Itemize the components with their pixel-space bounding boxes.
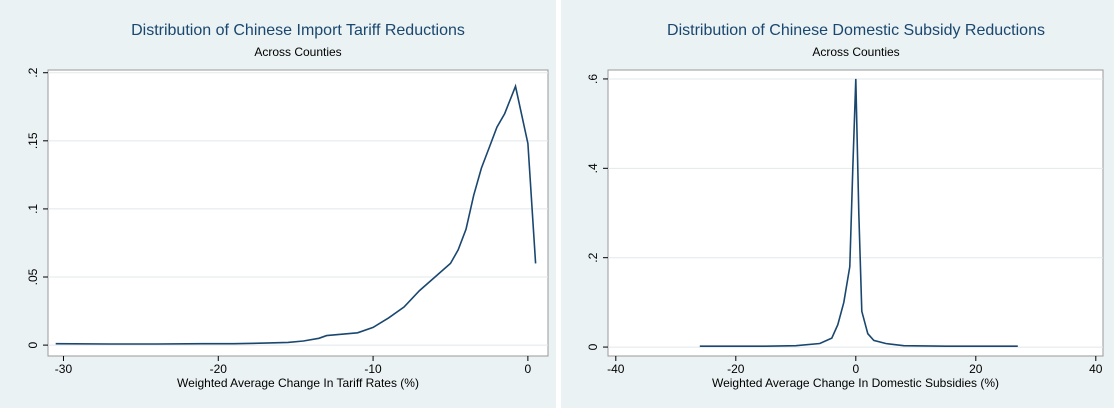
plot-area <box>607 69 1104 357</box>
x-axis-label: Weighted Average Change In Domestic Subs… <box>712 376 999 390</box>
x-axis-label: Weighted Average Change In Tariff Rates … <box>177 376 419 390</box>
subtitle: Across Counties <box>812 45 899 59</box>
x-tick-label: 0 <box>852 362 859 376</box>
plot-area <box>47 69 549 357</box>
x-tick-label: -20 <box>210 362 228 376</box>
y-tick-label: .6 <box>586 74 600 84</box>
subtitle: Across Counties <box>254 45 341 59</box>
y-tick-label: 0 <box>26 341 40 348</box>
title: Distribution of Chinese Import Tariff Re… <box>131 22 465 39</box>
y-tick-label: 0 <box>586 343 600 350</box>
x-tick-label: -40 <box>607 362 625 376</box>
y-tick-label: .4 <box>586 163 600 173</box>
density-line <box>699 78 1018 348</box>
x-tick-label: 20 <box>969 362 983 376</box>
x-tick-label: 40 <box>1089 362 1103 376</box>
density-line <box>55 83 537 345</box>
y-tick-label: .1 <box>26 204 40 214</box>
y-tick-label: .2 <box>26 67 40 77</box>
y-tick-label: .05 <box>26 268 40 285</box>
x-tick-label: 0 <box>525 362 532 376</box>
x-tick-label: -20 <box>727 362 745 376</box>
title: Distribution of Chinese Domestic Subsidy… <box>667 22 1045 39</box>
x-tick-label: -10 <box>364 362 382 376</box>
x-tick-label: -30 <box>55 362 73 376</box>
y-tick-label: .15 <box>26 132 40 149</box>
y-tick-label: .2 <box>586 252 600 262</box>
